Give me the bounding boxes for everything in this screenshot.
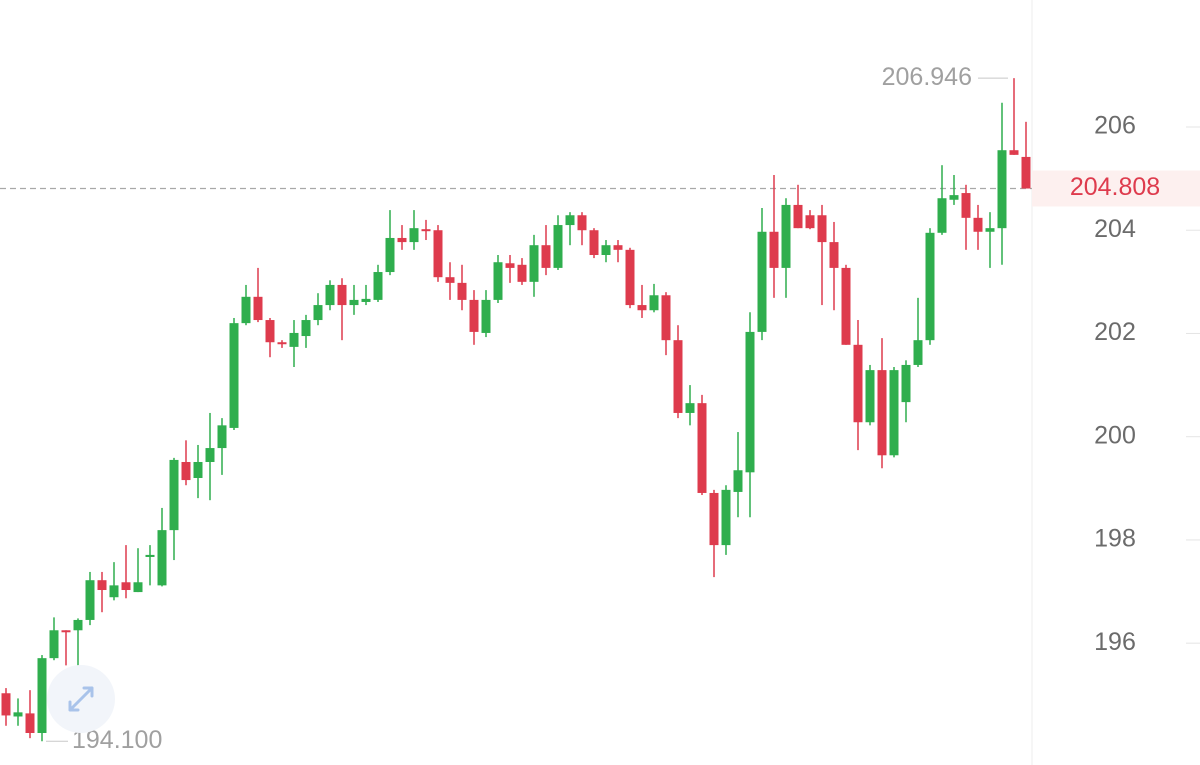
candle-body [373,272,383,300]
expand-button[interactable] [47,665,115,733]
candle-body [829,242,839,268]
candle-body [793,204,803,229]
candle-body [277,342,287,345]
candle-body [733,470,743,492]
candle-body [433,230,443,278]
candle-body [349,299,359,306]
candle-body [625,249,635,306]
candle-body [445,277,455,283]
candle-body [85,580,95,620]
candle-body [121,582,131,591]
candle-body [649,295,659,311]
candle-body [985,228,995,232]
candle-body [229,323,239,428]
candle-body [817,215,827,243]
candle-body [961,193,971,218]
candle-body [697,403,707,493]
candle-body [637,305,647,311]
candle-body [721,489,731,546]
candle-body [505,263,515,268]
candle-body [253,296,263,321]
candle-body [937,198,947,233]
y-tick-label: 206 [1094,112,1136,140]
candle-body [481,299,491,333]
candle-body [745,331,755,473]
expand-icon[interactable] [68,686,94,712]
candle-body [145,554,155,557]
candle-body [421,229,431,232]
candle-body [169,459,179,531]
candle-body [589,230,599,255]
candle-body [157,530,167,586]
candle-body [565,215,575,226]
candle-body [289,332,299,347]
candle-body [1,693,11,716]
candle-body [409,228,419,243]
candle-body [973,217,983,232]
candle-body [361,298,371,302]
candle-body [889,370,899,456]
candle-body [661,295,671,341]
y-tick-label: 198 [1094,525,1136,553]
candle-body [529,245,539,282]
candle-body [613,245,623,250]
candle-body [517,264,527,282]
candle-body [325,284,335,306]
candle-body [133,582,143,593]
last-price-label: 204.808 [1070,173,1160,201]
candle-body [49,630,59,659]
y-tick-label: 202 [1094,318,1136,346]
y-tick-label: 204 [1094,215,1136,243]
candle-body [781,204,791,268]
last-price-box [1032,170,1200,207]
candle-body [901,364,911,403]
candle-body [241,296,251,324]
candle-body [313,305,323,321]
candle-body [949,195,959,200]
max-label: 206.946 [882,63,972,91]
candle-body [385,237,395,273]
y-tick-label: 200 [1094,421,1136,449]
candle-body [709,492,719,546]
candle-body [337,284,347,306]
candle-body [109,585,119,598]
candle-body [397,237,407,243]
candle-body [61,630,71,633]
candle-body [1009,150,1019,155]
candle-body [805,215,815,229]
candle-body [757,231,767,332]
candle-body [193,461,203,478]
candle-body [25,713,35,733]
candle-body [457,282,467,300]
candle-body [877,370,887,456]
candle-body [541,245,551,268]
candle-body [97,580,107,591]
candle-body [469,299,479,332]
candle-body [1021,156,1031,189]
candle-body [13,712,23,717]
candle-body [841,267,851,345]
candle-body [577,215,587,231]
candle-body [265,320,275,343]
candle-body [997,150,1007,229]
candle-body [925,232,935,341]
candle-body [205,448,215,462]
candle-body [493,262,503,300]
y-tick-label: 196 [1094,628,1136,656]
candle-body [181,461,191,481]
candle-body [913,340,923,365]
candle-body [673,340,683,413]
candle-body [685,403,695,413]
candle-body [301,320,311,337]
candle-body [37,658,47,733]
candle-body [601,245,611,255]
candle-body [73,619,83,631]
candle-body [217,425,227,449]
candle-body [865,370,875,423]
candle-body [553,225,563,268]
candle-body [769,231,779,268]
candle-body [853,344,863,423]
